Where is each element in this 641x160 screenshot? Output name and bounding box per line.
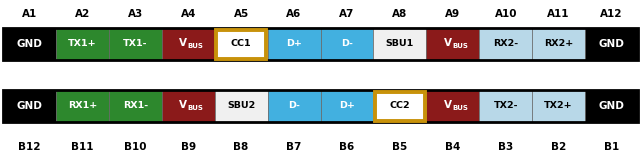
- Text: D-: D-: [288, 101, 300, 111]
- Text: CC2: CC2: [390, 101, 410, 111]
- Text: TX2+: TX2+: [544, 101, 573, 111]
- Text: TX2-: TX2-: [494, 101, 518, 111]
- Text: D+: D+: [339, 101, 355, 111]
- Bar: [109, 90, 162, 122]
- Text: RX1-: RX1-: [122, 101, 148, 111]
- Bar: [479, 28, 532, 60]
- Bar: [426, 28, 479, 60]
- Text: A10: A10: [494, 9, 517, 19]
- Text: RX2+: RX2+: [544, 40, 573, 48]
- Text: GND: GND: [17, 39, 42, 49]
- Text: BUS: BUS: [453, 105, 468, 112]
- Bar: [585, 90, 638, 122]
- Text: D-: D-: [341, 40, 353, 48]
- Bar: [3, 28, 638, 60]
- Bar: [479, 90, 532, 122]
- Text: B2: B2: [551, 142, 566, 152]
- Bar: [374, 90, 426, 122]
- Text: A4: A4: [181, 9, 196, 19]
- Text: GND: GND: [599, 39, 624, 49]
- Bar: [3, 28, 56, 60]
- Bar: [109, 28, 162, 60]
- Bar: [320, 28, 374, 60]
- Text: TX1+: TX1+: [68, 40, 97, 48]
- Text: B1: B1: [604, 142, 619, 152]
- Text: B10: B10: [124, 142, 147, 152]
- Text: B3: B3: [498, 142, 513, 152]
- Text: B9: B9: [181, 142, 196, 152]
- Text: B5: B5: [392, 142, 408, 152]
- Text: A12: A12: [600, 9, 623, 19]
- Bar: [532, 28, 585, 60]
- Text: CC1: CC1: [231, 40, 251, 48]
- Bar: [375, 92, 425, 120]
- Text: B4: B4: [445, 142, 460, 152]
- Text: BUS: BUS: [453, 44, 468, 49]
- Bar: [320, 90, 374, 122]
- Bar: [215, 90, 267, 122]
- Text: A5: A5: [233, 9, 249, 19]
- Bar: [585, 28, 638, 60]
- Text: B7: B7: [287, 142, 302, 152]
- Bar: [216, 29, 266, 59]
- Text: A7: A7: [339, 9, 354, 19]
- Text: B11: B11: [71, 142, 94, 152]
- Bar: [3, 90, 638, 122]
- Bar: [267, 28, 320, 60]
- Text: V: V: [444, 37, 452, 48]
- Text: A6: A6: [287, 9, 302, 19]
- Bar: [267, 90, 320, 122]
- Text: B6: B6: [339, 142, 354, 152]
- Bar: [532, 90, 585, 122]
- Text: A2: A2: [75, 9, 90, 19]
- Text: RX2-: RX2-: [493, 40, 519, 48]
- Text: GND: GND: [17, 101, 42, 111]
- Text: SBU2: SBU2: [227, 101, 255, 111]
- Text: TX1-: TX1-: [123, 40, 147, 48]
- Bar: [3, 90, 56, 122]
- Text: GND: GND: [599, 101, 624, 111]
- Bar: [374, 28, 426, 60]
- Text: B12: B12: [18, 142, 41, 152]
- Text: A11: A11: [547, 9, 570, 19]
- Bar: [56, 90, 109, 122]
- Bar: [162, 90, 215, 122]
- Text: BUS: BUS: [188, 44, 204, 49]
- Bar: [162, 28, 215, 60]
- Text: V: V: [179, 100, 187, 109]
- Bar: [56, 28, 109, 60]
- Text: BUS: BUS: [188, 105, 204, 112]
- Bar: [426, 90, 479, 122]
- Text: B8: B8: [233, 142, 249, 152]
- Text: A8: A8: [392, 9, 408, 19]
- Text: V: V: [179, 37, 187, 48]
- Text: A3: A3: [128, 9, 143, 19]
- Text: V: V: [444, 100, 452, 109]
- Text: RX1+: RX1+: [68, 101, 97, 111]
- Text: A9: A9: [445, 9, 460, 19]
- Text: SBU1: SBU1: [386, 40, 414, 48]
- Text: D+: D+: [286, 40, 302, 48]
- Bar: [215, 28, 267, 60]
- Text: A1: A1: [22, 9, 37, 19]
